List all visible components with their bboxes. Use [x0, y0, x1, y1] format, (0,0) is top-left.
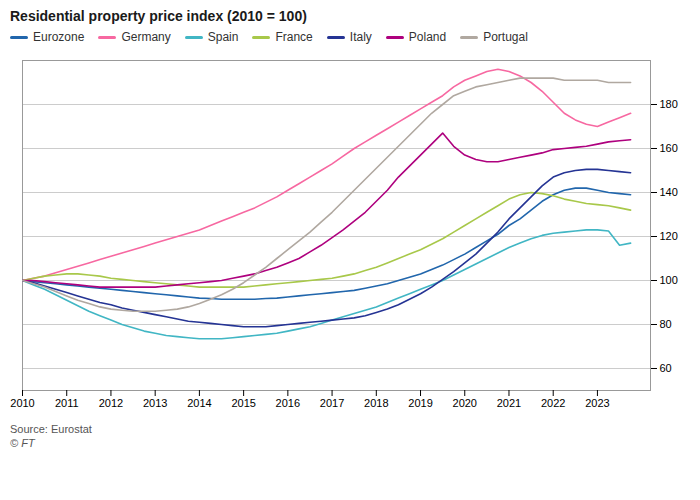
svg-text:80: 80: [660, 318, 672, 330]
html-text:© FT: © FT: [10, 437, 35, 449]
svg-text:2018: 2018: [364, 397, 388, 409]
html-text:Source: Eurostat: Source: Eurostat: [10, 423, 92, 435]
svg-text:2015: 2015: [231, 397, 255, 409]
svg-text:2021: 2021: [497, 397, 521, 409]
svg-text:180: 180: [660, 98, 678, 110]
svg-text:2017: 2017: [320, 397, 344, 409]
svg-text:2011: 2011: [55, 397, 79, 409]
html-text:Portugal: Portugal: [483, 30, 528, 44]
svg-text:2022: 2022: [541, 397, 565, 409]
svg-text:140: 140: [660, 186, 678, 198]
svg-text:120: 120: [660, 230, 678, 242]
svg-text:160: 160: [660, 142, 678, 154]
svg-text:2014: 2014: [187, 397, 211, 409]
svg-text:2012: 2012: [99, 397, 123, 409]
svg-text:2020: 2020: [453, 397, 477, 409]
svg-text:2016: 2016: [276, 397, 300, 409]
svg-text:2019: 2019: [408, 397, 432, 409]
html-text:Eurozone: Eurozone: [33, 30, 85, 44]
html-text:Poland: Poland: [408, 30, 447, 44]
html-text:Italy: Italy: [349, 30, 372, 44]
html-text:Germany: Germany: [121, 30, 171, 44]
svg-text:2023: 2023: [585, 397, 609, 409]
svg-text:2010: 2010: [10, 397, 34, 409]
svg-text:60: 60: [660, 362, 672, 374]
html-text:France: France: [275, 30, 313, 44]
html-text:Residential property price ind: Residential property price index (2010 =…: [10, 8, 307, 24]
svg-text:2013: 2013: [143, 397, 167, 409]
html-text:Spain: Spain: [207, 30, 239, 44]
svg-text:100: 100: [660, 274, 678, 286]
